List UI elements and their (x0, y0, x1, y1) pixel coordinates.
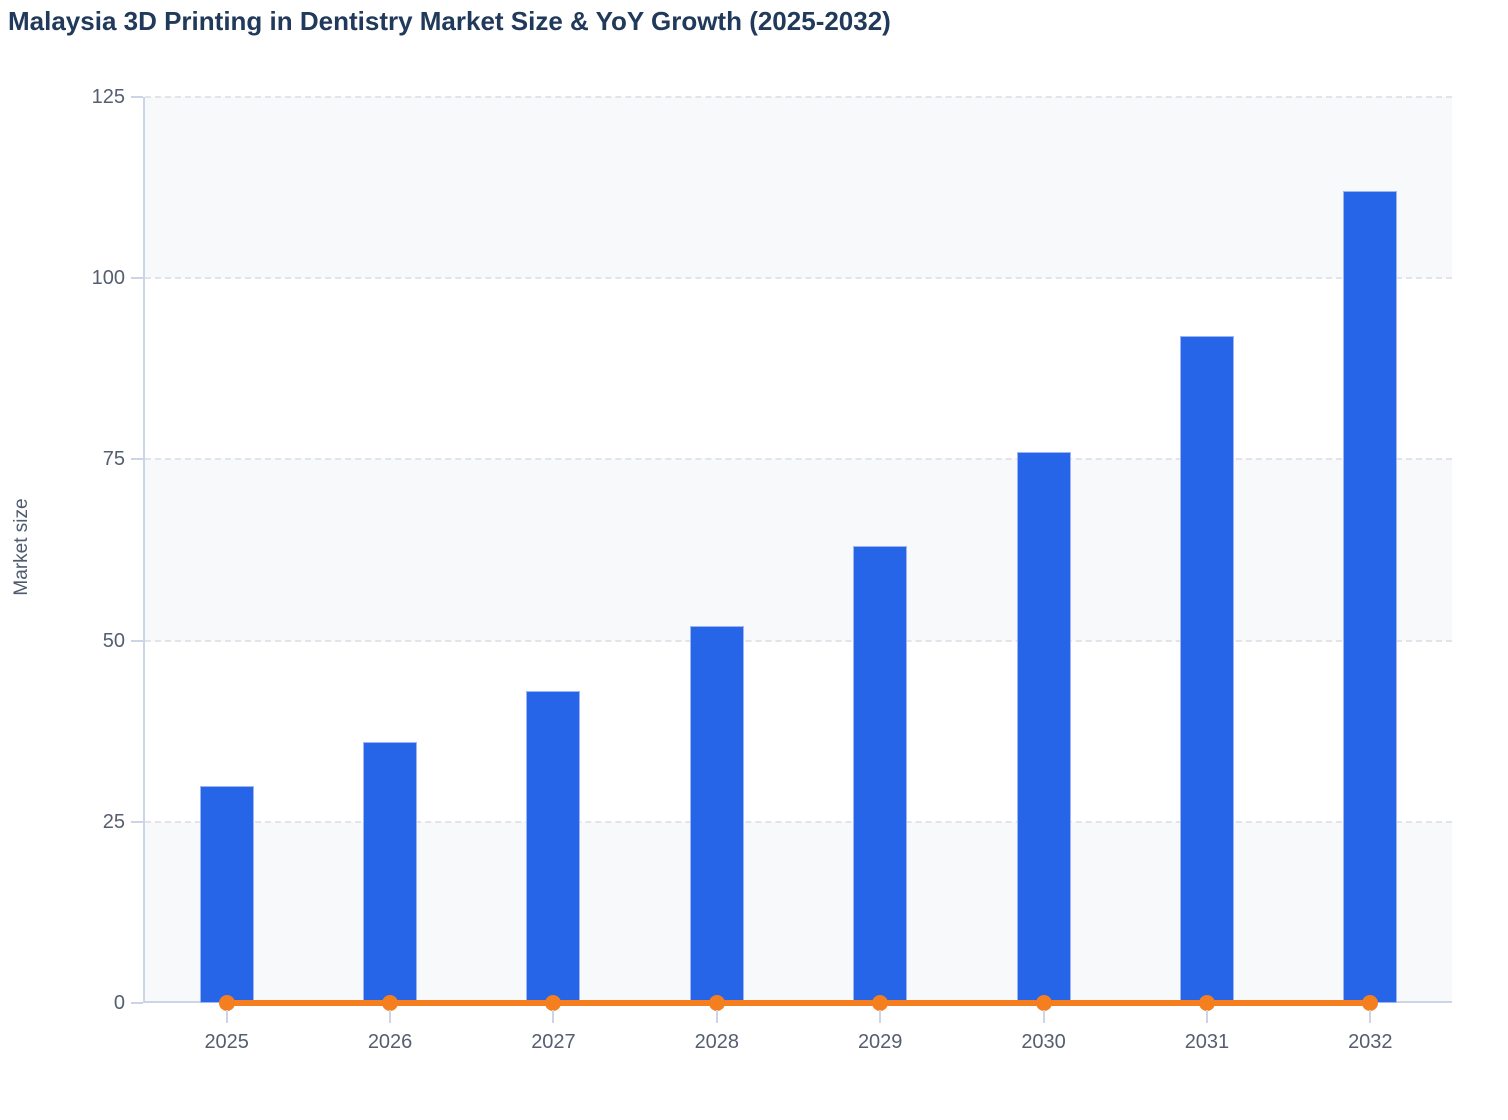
plot-band (145, 821, 1452, 1003)
chart-title: Malaysia 3D Printing in Dentistry Market… (8, 6, 891, 36)
y-tick-label-100: 100 (91, 267, 125, 290)
y-tick-label-0: 0 (113, 992, 125, 1014)
x-tick (1369, 1010, 1372, 1023)
x-tick-label-2032: 2032 (1348, 1031, 1393, 1053)
gridline-100 (145, 277, 1452, 280)
x-tick (715, 1010, 718, 1023)
yoy-marker-2027[interactable] (545, 995, 562, 1011)
plot-band (145, 459, 1452, 641)
bar-2030[interactable] (1016, 452, 1071, 1003)
yoy-marker-2026[interactable] (382, 995, 399, 1011)
y-tick (131, 820, 143, 823)
x-tick (879, 1010, 882, 1023)
bar-2031[interactable] (1179, 336, 1234, 1003)
yoy-line[interactable] (226, 1000, 1371, 1006)
y-tick (131, 639, 143, 642)
yoy-marker-2029[interactable] (872, 995, 889, 1011)
x-tick-label-2025: 2025 (204, 1031, 249, 1053)
x-tick-label-2030: 2030 (1021, 1031, 1066, 1053)
y-tick (131, 96, 143, 98)
y-axis-line (143, 97, 145, 1003)
y-tick-label-75: 75 (102, 448, 125, 471)
yoy-marker-2025[interactable] (218, 995, 235, 1011)
x-tick (1042, 1010, 1045, 1023)
x-tick-label-2029: 2029 (857, 1031, 903, 1053)
yoy-marker-2028[interactable] (708, 995, 725, 1011)
y-tick-label-25: 25 (102, 810, 125, 833)
x-tick-label-2027: 2027 (531, 1031, 576, 1053)
x-tick-label-2031: 2031 (1184, 1031, 1230, 1053)
x-tick (389, 1010, 392, 1023)
bar-2028[interactable] (689, 626, 744, 1003)
gridline-25 (145, 820, 1452, 823)
x-tick (552, 1010, 555, 1023)
y-tick-label-125: 125 (91, 86, 125, 108)
bar-2027[interactable] (526, 691, 581, 1003)
yoy-marker-2030[interactable] (1035, 995, 1052, 1011)
x-tick-label-2028: 2028 (694, 1031, 740, 1053)
x-tick (1205, 1010, 1208, 1023)
bar-2029[interactable] (853, 546, 908, 1003)
bar-2025[interactable] (199, 785, 254, 1003)
y-tick-label-50: 50 (102, 629, 125, 652)
y-tick (131, 1002, 143, 1004)
yoy-marker-2031[interactable] (1198, 995, 1215, 1011)
gridline-50 (145, 639, 1452, 642)
plot-area (143, 96, 1452, 1011)
gridline-75 (145, 458, 1452, 461)
y-tick (131, 277, 143, 280)
bar-2026[interactable] (363, 742, 418, 1003)
plot-band (145, 278, 1452, 460)
bar-2032[interactable] (1343, 191, 1398, 1003)
x-tick (225, 1010, 228, 1023)
x-tick-label-2026: 2026 (367, 1031, 413, 1053)
yoy-marker-2032[interactable] (1362, 995, 1379, 1011)
y-axis-title: Market size (11, 498, 32, 596)
gridline-125 (145, 96, 1452, 98)
plot-band (145, 97, 1452, 279)
y-tick (131, 458, 143, 461)
plot-band (145, 640, 1452, 822)
